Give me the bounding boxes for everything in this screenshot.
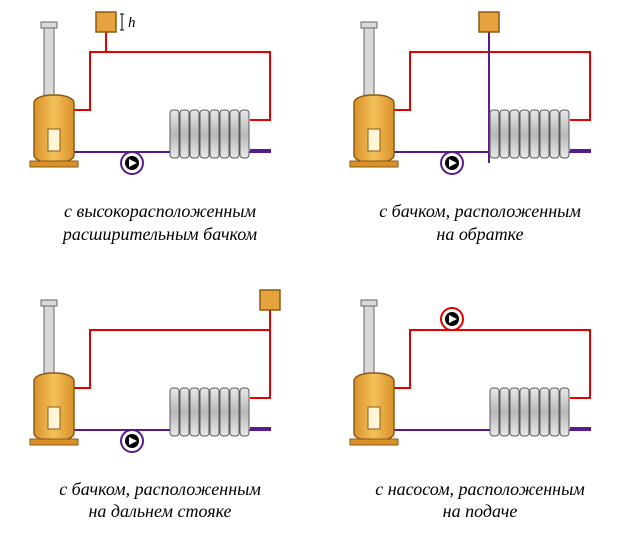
chimney	[44, 22, 54, 97]
radiator-section	[200, 388, 209, 436]
boiler-base	[30, 439, 78, 445]
caption-line: на подаче	[326, 500, 634, 523]
radiator-section	[560, 388, 569, 436]
boiler-window	[368, 407, 380, 429]
expansion-tank	[260, 290, 280, 310]
radiator-section	[500, 110, 509, 158]
chimney	[364, 22, 374, 97]
chimney	[364, 300, 374, 375]
radiator-section	[540, 110, 549, 158]
caption-line: с бачком, расположенным	[326, 200, 634, 223]
schematic: h	[0, 0, 320, 200]
boiler-base	[30, 161, 78, 167]
radiator-section	[220, 388, 229, 436]
radiator-section	[560, 110, 569, 158]
diagram-caption: с высокорасположеннымрасширительным бачк…	[0, 200, 320, 245]
radiator-section	[170, 388, 179, 436]
caption-line: расширительным бачком	[6, 223, 314, 246]
radiator-section	[490, 388, 499, 436]
caption-line: на обратке	[326, 223, 634, 246]
boiler-base	[350, 161, 398, 167]
boiler-window	[368, 129, 380, 151]
radiator-section	[180, 388, 189, 436]
caption-line: на дальнем стояке	[6, 500, 314, 523]
radiator-section	[170, 110, 179, 158]
radiator-section	[490, 110, 499, 158]
chimney-cap	[41, 22, 57, 28]
radiator-section	[520, 110, 529, 158]
schematic	[320, 0, 640, 200]
chimney-cap	[361, 22, 377, 28]
radiator-section	[230, 110, 239, 158]
radiator-section	[180, 110, 189, 158]
radiator-section	[240, 388, 249, 436]
caption-line: с высокорасположенным	[6, 200, 314, 223]
radiator-section	[500, 388, 509, 436]
diagram-d: с насосом, расположеннымна подаче	[320, 278, 640, 555]
chimney-cap	[41, 300, 57, 306]
expansion-tank	[96, 12, 116, 32]
boiler-base	[350, 439, 398, 445]
radiator-section	[540, 388, 549, 436]
height-bracket	[120, 14, 124, 30]
radiator-section	[510, 110, 519, 158]
radiator-section	[510, 388, 519, 436]
diagram-caption: с насосом, расположеннымна подаче	[320, 478, 640, 523]
boiler-window	[48, 407, 60, 429]
radiator-section	[240, 110, 249, 158]
radiator-section	[190, 110, 199, 158]
radiator-section	[220, 110, 229, 158]
chimney-cap	[361, 300, 377, 306]
diagram-b: с бачком, расположеннымна обратке	[320, 0, 640, 278]
radiator-section	[530, 388, 539, 436]
schematic	[0, 278, 320, 478]
radiator-section	[550, 110, 559, 158]
radiator-section	[210, 388, 219, 436]
radiator-section	[200, 110, 209, 158]
caption-line: с бачком, расположенным	[6, 478, 314, 501]
radiator-section	[190, 388, 199, 436]
radiator-section	[230, 388, 239, 436]
diagram-c: с бачком, расположеннымна дальнем стояке	[0, 278, 320, 555]
radiator-section	[210, 110, 219, 158]
expansion-tank	[479, 12, 499, 32]
diagram-a: h с высокорасположеннымрасширительным бач…	[0, 0, 320, 278]
diagram-caption: с бачком, расположеннымна дальнем стояке	[0, 478, 320, 523]
radiator-section	[520, 388, 529, 436]
chimney	[44, 300, 54, 375]
radiator-section	[530, 110, 539, 158]
schematic	[320, 278, 640, 478]
boiler-window	[48, 129, 60, 151]
caption-line: с насосом, расположенным	[326, 478, 634, 501]
radiator-section	[550, 388, 559, 436]
height-label: h	[128, 15, 136, 31]
diagram-caption: с бачком, расположеннымна обратке	[320, 200, 640, 245]
